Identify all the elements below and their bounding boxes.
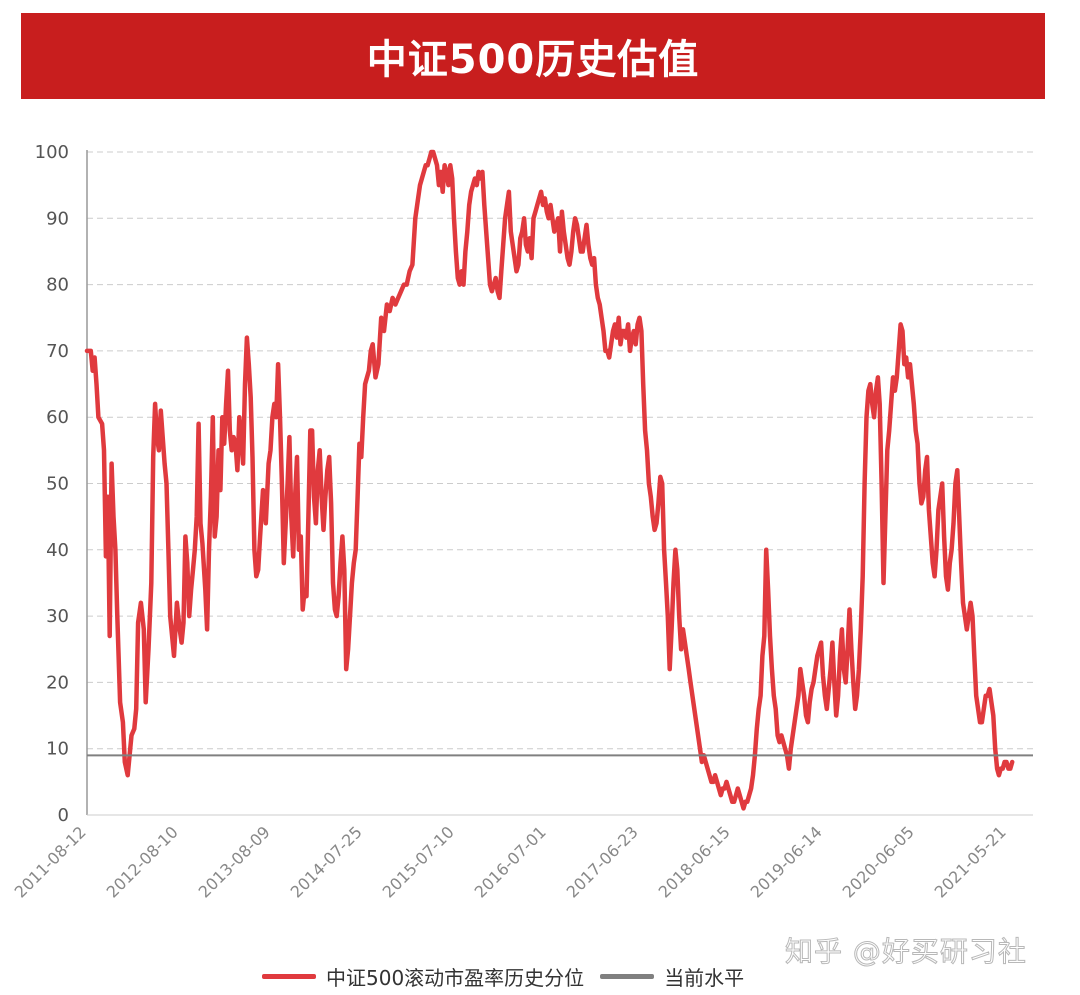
watermark: 知乎 @好买研习社 — [785, 935, 1027, 969]
y-axis-ticks: 0 10 20 30 40 50 60 70 80 90 100 — [35, 142, 69, 826]
chart-title-bar: 中证500历史估值 — [21, 13, 1045, 99]
x-tick-label: 2014-07-25 — [287, 822, 366, 901]
y-tick-label: 50 — [46, 474, 69, 495]
y-tick-label: 60 — [46, 407, 69, 428]
x-tick-label: 2021-05-21 — [931, 822, 1010, 901]
legend-swatch-red — [262, 974, 316, 979]
y-tick-label: 30 — [46, 606, 69, 627]
y-tick-label: 0 — [58, 805, 69, 826]
y-tick-label: 90 — [46, 208, 69, 229]
x-tick-label: 2012-08-10 — [103, 822, 182, 901]
x-tick-label: 2018-06-15 — [655, 822, 734, 901]
y-tick-label: 10 — [46, 739, 69, 760]
x-tick-label: 2011-08-12 — [11, 822, 90, 901]
y-tick-label: 40 — [46, 540, 69, 561]
chart-title: 中证500历史估值 — [366, 37, 700, 83]
y-tick-label: 100 — [35, 142, 69, 163]
legend-label-current-level: 当前水平 — [664, 966, 745, 990]
x-axis-ticks: 2011-08-12 2012-08-10 2013-08-09 2014-07-25… — [11, 822, 1010, 901]
chart-legend: 中证500滚动市盈率历史分位 当前水平 — [262, 962, 760, 991]
legend-label-pe-percentile: 中证500滚动市盈率历史分位 — [326, 966, 585, 990]
y-tick-label: 70 — [46, 341, 69, 362]
x-tick-label: 2020-06-05 — [839, 822, 918, 901]
y-tick-label: 20 — [46, 672, 69, 693]
pe-percentile-line — [84, 149, 1015, 811]
x-tick-label: 2019-06-14 — [747, 822, 826, 901]
legend-swatch-gray — [600, 974, 655, 979]
x-tick-label: 2016-07-01 — [471, 822, 550, 901]
x-tick-label: 2017-06-23 — [563, 822, 642, 901]
x-tick-label: 2015-07-10 — [379, 822, 458, 901]
x-tick-label: 2013-08-09 — [195, 822, 274, 901]
y-tick-label: 80 — [46, 275, 69, 296]
